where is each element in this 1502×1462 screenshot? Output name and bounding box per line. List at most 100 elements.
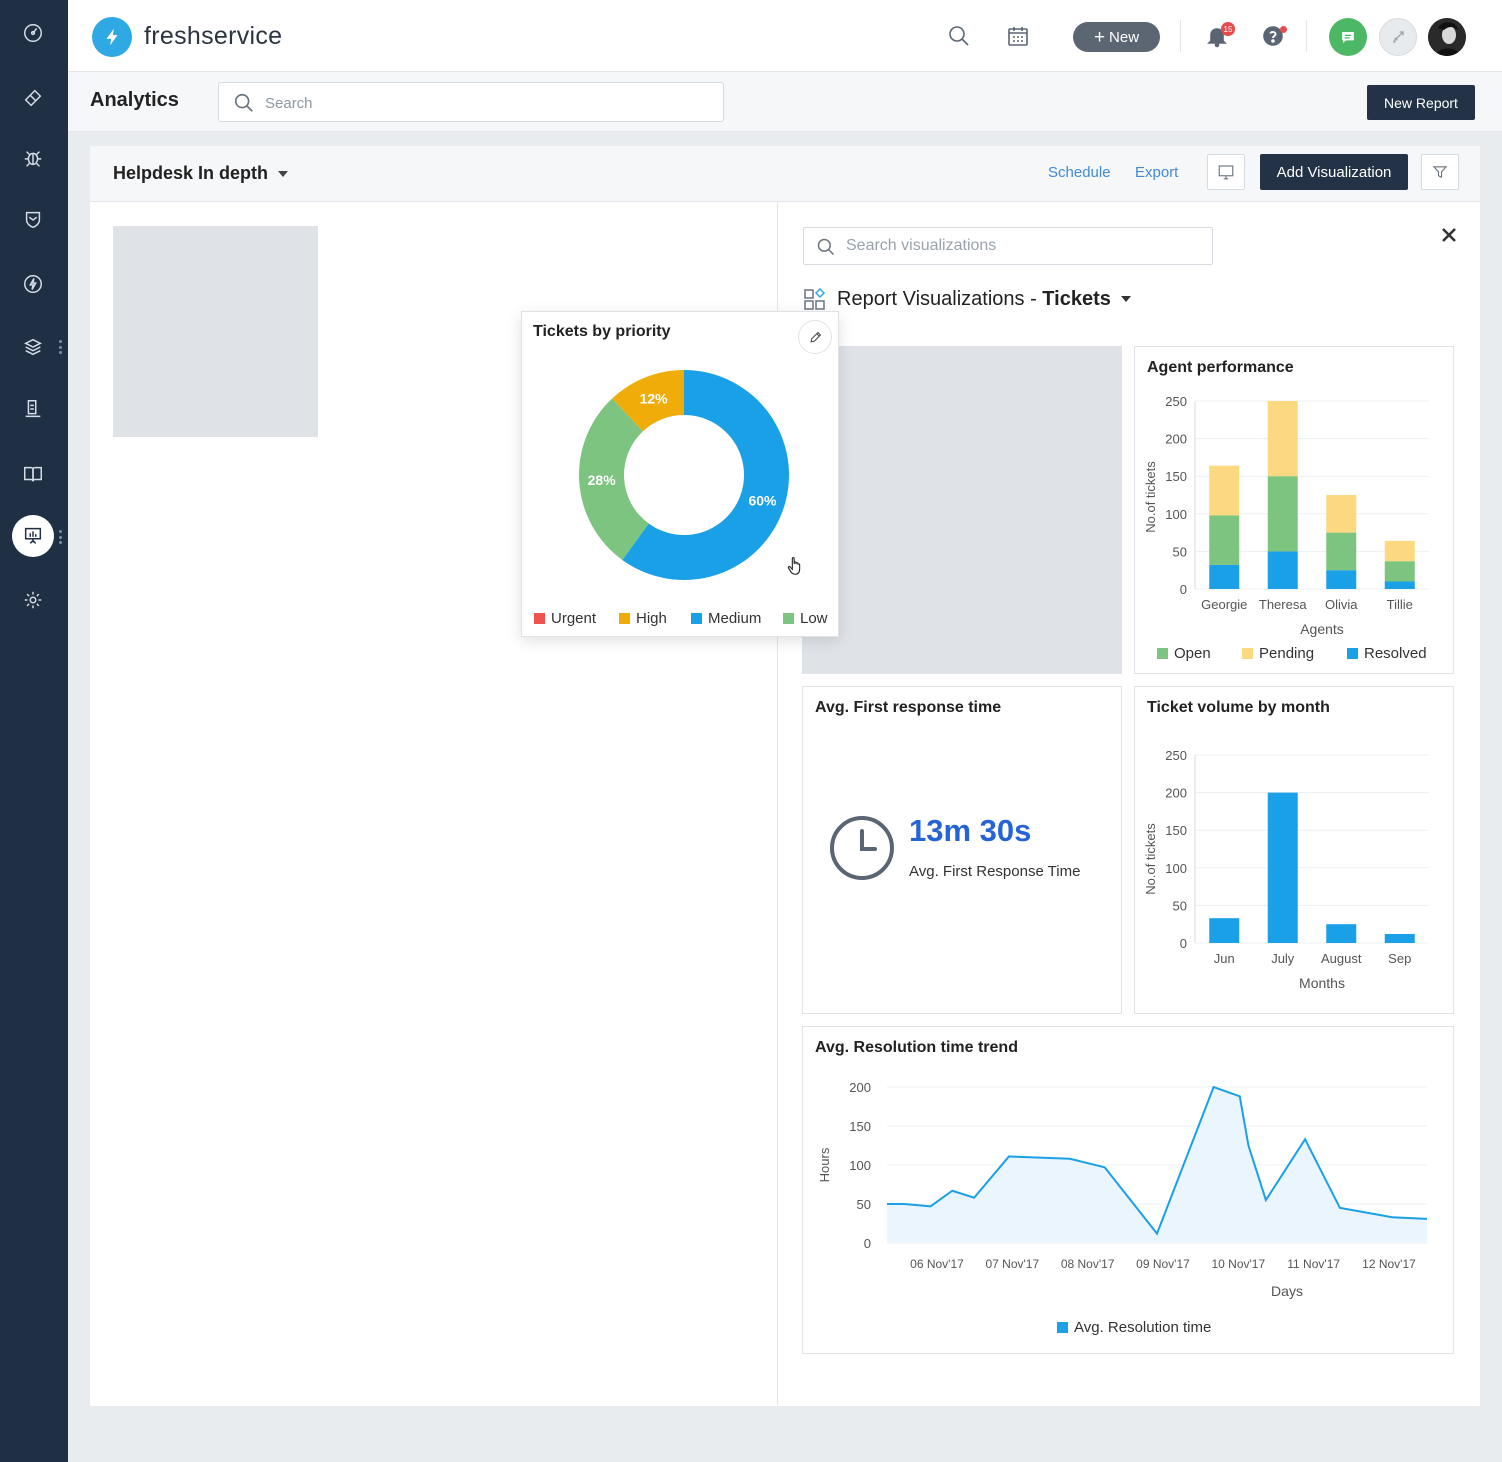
analytics-more-icon[interactable] (58, 530, 62, 544)
y-tick-label: 50 (857, 1197, 871, 1212)
x-tick-label: August (1321, 951, 1362, 966)
x-tick-label: 07 Nov'17 (985, 1257, 1039, 1271)
x-tick-label: Olivia (1325, 597, 1358, 612)
resolution-trend-card[interactable]: Avg. Resolution time trend 0 50 100 150 200 0… (802, 1026, 1454, 1354)
widget-placeholder (113, 226, 318, 437)
divider (1306, 20, 1307, 52)
new-button[interactable]: + New (1073, 22, 1160, 52)
presentation-mode-button[interactable] (1207, 154, 1245, 190)
x-tick-label: 12 Nov'17 (1362, 1257, 1416, 1271)
first-response-label: Avg. First Response Time (909, 863, 1081, 880)
admin-gear-icon[interactable] (12, 579, 54, 621)
bar (1384, 933, 1415, 943)
first-response-card[interactable]: Avg. First response time 13m 30s Avg. Fi… (802, 686, 1122, 1014)
x-axis-label: Days (1271, 1283, 1303, 1299)
freshservice-logo-icon[interactable] (92, 17, 132, 57)
problems-bug-icon[interactable] (12, 137, 54, 179)
x-tick-label: 11 Nov'17 (1287, 1257, 1340, 1271)
brand-name[interactable]: freshservice (144, 22, 283, 50)
hand-cursor-icon (787, 557, 801, 575)
legend-swatch (1157, 648, 1168, 659)
dashboard-icon[interactable] (12, 12, 54, 54)
legend-label: Pending (1259, 645, 1315, 662)
x-tick-label: 09 Nov'17 (1136, 1257, 1190, 1271)
edit-widget-button[interactable] (798, 320, 832, 354)
trend-line (887, 1085, 1428, 1236)
export-link[interactable]: Export (1135, 164, 1179, 181)
page-title: Analytics (90, 89, 179, 111)
apps-rocket-icon[interactable] (1379, 18, 1417, 56)
ticket-volume-chart: 0 50 100 150 200 250 Jun July August Sep Months No.… (1143, 748, 1429, 991)
report-header: Helpdesk In depth Schedule Export Add Vi… (90, 146, 1480, 202)
visualization-search[interactable] (803, 227, 1213, 265)
priority-donut-chart: 60% 28% 12% (579, 370, 789, 580)
filter-button[interactable] (1421, 154, 1459, 190)
panel-divider (777, 202, 778, 1406)
new-button-label: New (1109, 28, 1140, 46)
bar-segment-open (1384, 561, 1415, 582)
analytics-presentation-icon[interactable] (12, 515, 54, 557)
donut-slice-low (579, 398, 649, 560)
help-icon[interactable] (1259, 22, 1287, 50)
agent-performance-card[interactable]: Agent performance 0 50 100 150 200 250 Georgie… (1134, 346, 1454, 674)
legend-label: High (636, 610, 667, 627)
bar-segment-resolved (1384, 581, 1415, 589)
plus-icon: + (1093, 26, 1106, 48)
y-tick-label: 100 (1165, 507, 1187, 522)
analytics-search-input[interactable] (265, 91, 705, 115)
y-axis-label: No.of tickets (1143, 461, 1158, 533)
calendar-icon[interactable] (1004, 22, 1032, 50)
dashboard-selector[interactable]: Helpdesk In depth (113, 163, 289, 184)
x-tick-label: Tillie (1387, 597, 1413, 612)
chevron-down-icon (278, 170, 289, 177)
x-tick-label: July (1271, 951, 1295, 966)
dashboard-title: Helpdesk In depth (113, 163, 269, 183)
visualization-search-input[interactable] (846, 235, 1196, 257)
donut-slice-label: 12% (640, 390, 669, 406)
tickets-by-priority-card[interactable]: Tickets by priority 60% 28% 12% Urgent Hig… (521, 311, 839, 637)
add-visualization-button[interactable]: Add Visualization (1260, 154, 1408, 190)
analytics-search[interactable] (218, 82, 724, 122)
global-search-icon[interactable] (945, 22, 973, 50)
assets-layers-icon[interactable] (12, 326, 54, 368)
x-tick-label: 10 Nov'17 (1211, 1257, 1265, 1271)
x-tick-label: Sep (1388, 951, 1411, 966)
card-title: Tickets by priority (533, 323, 671, 340)
bar-segment-pending (1326, 495, 1357, 533)
tickets-icon[interactable] (12, 77, 54, 119)
bar-segment-pending (1209, 465, 1240, 516)
user-avatar[interactable] (1428, 18, 1466, 56)
chat-icon[interactable] (1329, 18, 1367, 56)
assets-more-icon[interactable] (58, 340, 62, 354)
legend-label: Medium (708, 610, 762, 627)
y-tick-label: 50 (1173, 898, 1187, 913)
contracts-icon[interactable] (12, 388, 54, 430)
legend-medium: Medium (691, 610, 761, 627)
legend-open: Open (1157, 645, 1211, 662)
y-tick-label: 250 (1165, 394, 1187, 409)
schedule-link[interactable]: Schedule (1048, 164, 1111, 181)
y-tick-label: 200 (1165, 432, 1187, 447)
agent-performance-chart: 0 50 100 150 200 250 Georgie Theresa Olivia Tilli… (1143, 394, 1429, 637)
divider (1180, 20, 1181, 52)
legend-avg-resolution: Avg. Resolution time (1057, 1319, 1211, 1336)
bar-segment-pending (1384, 540, 1415, 562)
close-icon[interactable] (1438, 224, 1460, 246)
new-report-button[interactable]: New Report (1367, 85, 1475, 120)
y-tick-label: 100 (1165, 861, 1187, 876)
changes-shield-icon[interactable] (12, 199, 54, 241)
y-tick-label: 200 (1165, 786, 1187, 801)
widgets-icon (804, 287, 826, 310)
ticket-volume-card[interactable]: Ticket volume by month 0 50 100 150 200 250 Ju… (1134, 686, 1454, 1014)
legend-low: Low (783, 610, 828, 627)
solutions-book-icon[interactable] (12, 453, 54, 495)
resolution-trend-chart: 0 50 100 150 200 06 Nov'17 07 Nov'17 08 Nov'17 0… (817, 1080, 1428, 1299)
bar (1267, 792, 1298, 943)
legend-swatch (691, 613, 702, 624)
visualization-heading-prefix: Report Visualizations - (837, 287, 1043, 310)
x-tick-label: 08 Nov'17 (1061, 1257, 1115, 1271)
releases-bolt-icon[interactable] (12, 263, 54, 305)
legend-swatch (1057, 1322, 1068, 1333)
analytics-toolbar: Analytics New Report (68, 72, 1502, 132)
visualization-category-selector[interactable]: Report Visualizations - Tickets (803, 287, 1131, 311)
